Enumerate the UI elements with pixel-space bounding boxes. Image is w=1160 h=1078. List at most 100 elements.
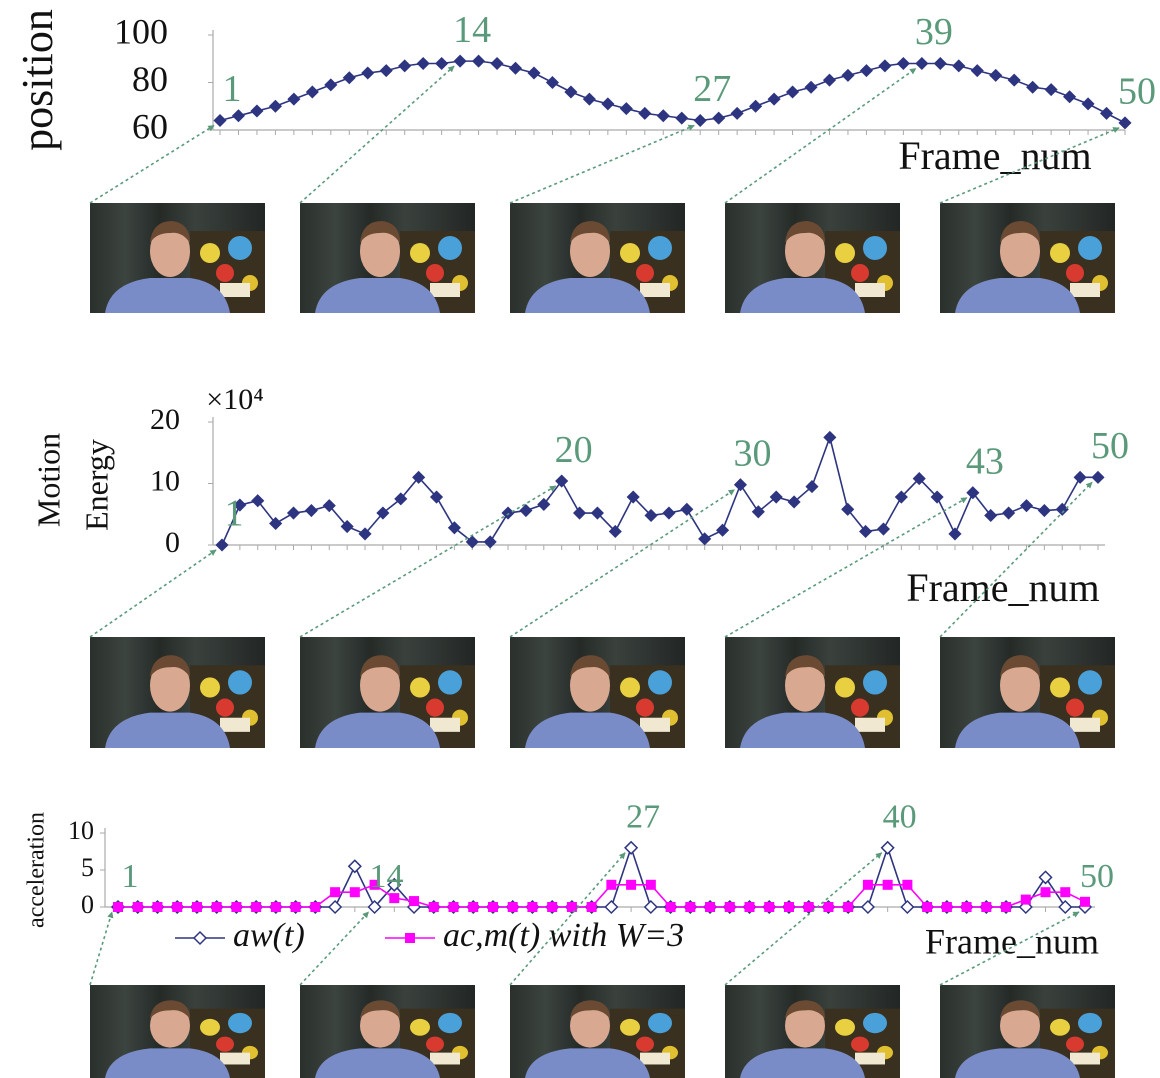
annotation-label: 27 xyxy=(693,68,731,110)
annotation-label: 50 xyxy=(1091,425,1129,467)
annotation-label: 40 xyxy=(883,799,917,836)
marker xyxy=(948,527,962,541)
marker xyxy=(785,85,800,99)
marker xyxy=(1044,83,1058,97)
x-axis-label: Frame_num xyxy=(898,133,1091,178)
annotation-arrow xyxy=(89,911,114,986)
marker xyxy=(685,902,696,912)
marker xyxy=(251,902,262,912)
annotation-arrow xyxy=(299,65,455,204)
marker xyxy=(803,902,814,912)
annotation-label: 14 xyxy=(453,9,491,51)
annotation-arrow xyxy=(724,497,968,638)
marker xyxy=(416,56,430,71)
marker xyxy=(712,111,726,125)
marker xyxy=(537,497,551,511)
marker xyxy=(268,99,282,113)
marker xyxy=(215,538,229,552)
marker xyxy=(376,506,390,520)
legend-marker xyxy=(405,933,415,943)
annotation-arrow xyxy=(509,852,626,986)
marker xyxy=(590,506,604,520)
marker xyxy=(367,899,382,915)
marker xyxy=(783,902,794,912)
marker xyxy=(922,902,933,912)
video-frame xyxy=(725,203,900,313)
marker xyxy=(1026,80,1040,94)
marker xyxy=(490,56,504,71)
marker xyxy=(804,80,818,94)
marker xyxy=(751,505,765,519)
marker xyxy=(1040,887,1051,898)
annotation-arrow xyxy=(939,481,1093,638)
marker xyxy=(764,902,775,912)
y-axis-label: Motion xyxy=(30,433,66,527)
marker xyxy=(566,902,577,912)
annotation-label: 14 xyxy=(370,858,404,895)
annotation-arrow xyxy=(939,911,1080,986)
video-frame xyxy=(300,637,475,748)
y-axis-label: position xyxy=(13,9,62,151)
marker xyxy=(487,902,498,912)
marker xyxy=(213,113,227,128)
marker xyxy=(428,902,439,912)
marker xyxy=(862,879,873,890)
series-line xyxy=(219,60,1126,124)
marker xyxy=(604,899,619,915)
annotation-label: 39 xyxy=(915,11,953,53)
marker xyxy=(1073,470,1087,484)
marker xyxy=(876,522,891,536)
marker xyxy=(733,478,748,492)
marker xyxy=(527,902,538,912)
marker xyxy=(823,430,837,444)
marker xyxy=(322,499,336,513)
legend-entry: aw(t) xyxy=(175,917,305,954)
marker xyxy=(132,902,143,912)
marker xyxy=(330,887,341,898)
marker xyxy=(896,56,910,71)
marker xyxy=(1019,499,1034,513)
marker xyxy=(508,61,523,75)
annotation-arrow xyxy=(299,911,370,986)
marker xyxy=(749,99,763,113)
marker xyxy=(398,59,412,73)
marker xyxy=(841,502,855,516)
marker xyxy=(555,474,569,488)
marker xyxy=(310,902,321,912)
marker xyxy=(304,503,318,518)
annotation-label: 30 xyxy=(733,432,771,474)
annotation-arrow xyxy=(724,67,917,204)
annotation-arrow xyxy=(939,127,1120,204)
marker xyxy=(231,902,242,912)
marker xyxy=(1060,887,1071,898)
marker xyxy=(989,68,1003,82)
marker xyxy=(349,887,360,898)
marker xyxy=(369,879,380,890)
marker xyxy=(638,106,652,120)
marker xyxy=(1091,470,1105,484)
video-frame xyxy=(940,637,1115,748)
marker xyxy=(1058,899,1073,915)
marker xyxy=(387,877,402,892)
marker xyxy=(716,523,730,537)
marker xyxy=(859,524,873,539)
marker xyxy=(900,899,915,915)
annotation-label: 1 xyxy=(122,858,139,895)
marker xyxy=(379,64,393,78)
marker xyxy=(930,490,944,504)
marker xyxy=(250,104,264,118)
marker xyxy=(984,508,998,523)
marker xyxy=(305,85,319,99)
marker xyxy=(941,902,952,912)
marker xyxy=(1037,503,1051,518)
marker xyxy=(290,902,301,912)
marker xyxy=(472,54,486,68)
marker xyxy=(409,896,420,907)
marker xyxy=(1063,90,1077,104)
marker xyxy=(698,532,712,546)
marker xyxy=(342,71,356,85)
y-axis-label: Energy xyxy=(78,439,114,531)
video-frame xyxy=(510,637,685,748)
marker xyxy=(394,492,408,506)
